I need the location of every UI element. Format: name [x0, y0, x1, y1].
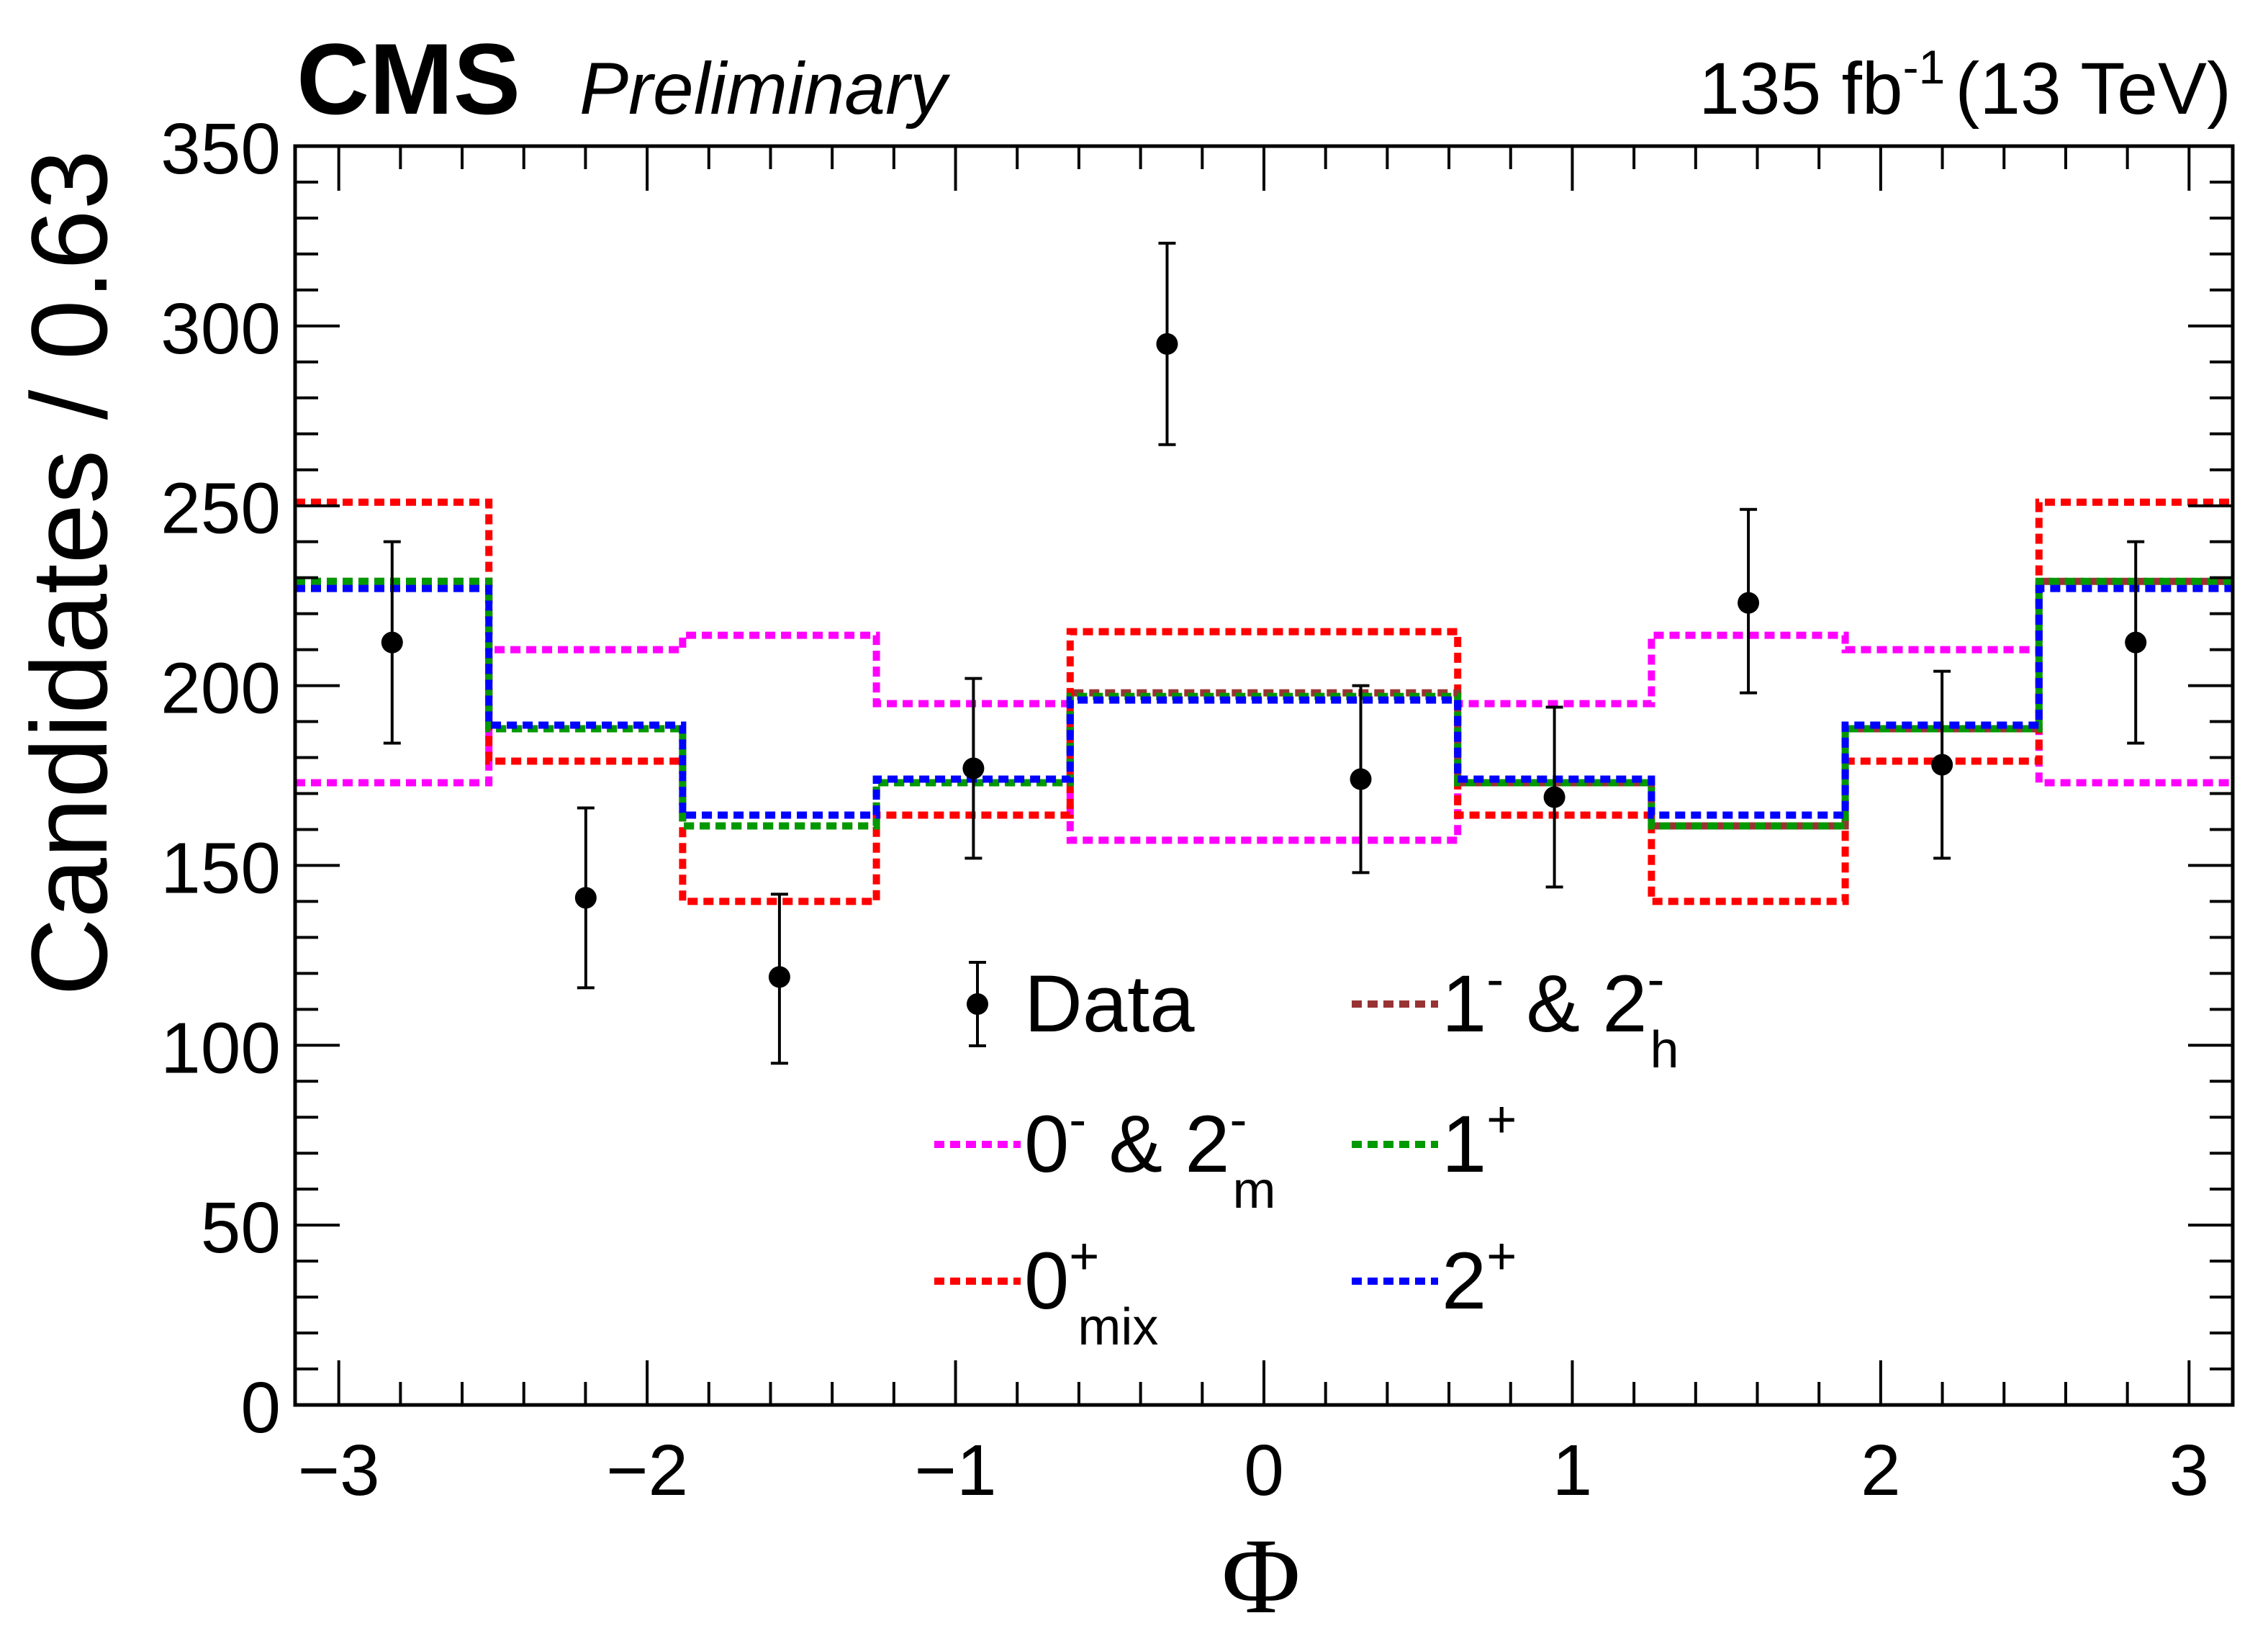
legend-label-sup: - [1069, 1091, 1086, 1149]
y-tick-label: 100 [161, 1008, 281, 1088]
data-point [962, 757, 985, 779]
y-tick-label: 200 [161, 648, 281, 729]
data-point [1543, 786, 1566, 808]
legend-label: Data [1024, 959, 1195, 1049]
data-point [381, 631, 403, 654]
x-axis-title: Φ [1221, 1517, 1301, 1636]
legend-label-sup: - [1230, 1091, 1247, 1149]
legend-label-main: 1 [1442, 959, 1486, 1049]
x-tick-label: 1 [1553, 1430, 1593, 1511]
x-tick-label: −3 [298, 1430, 380, 1511]
legend-label-sub: h [1650, 1021, 1679, 1079]
legend-label: 0+ mix [1024, 1228, 1158, 1356]
legend-item-m2plus: 2+ [1352, 1228, 1517, 1326]
legend-label-main: 1 [1442, 1099, 1486, 1189]
legend-label-sup: - [1648, 951, 1665, 1008]
legend-label: 0- & 2-m [1024, 1091, 1275, 1219]
legend-label-sup: - [1486, 951, 1504, 1008]
data-point [2125, 631, 2147, 654]
y-axis-title: Candidates / 0.63 [9, 150, 130, 996]
data-points-layer [381, 241, 2147, 1065]
legend-label-sup: + [1486, 1228, 1517, 1285]
legend-label-sub: m [1233, 1162, 1276, 1219]
legend-item-m1plus: 1+ [1352, 1091, 1517, 1189]
legend-label: 1- & 2-h [1442, 951, 1679, 1079]
legend-label-main: Data [1024, 959, 1195, 1049]
x-tick-label: 2 [1861, 1430, 1901, 1511]
y-tick-label: 250 [161, 469, 281, 549]
data-point [1156, 333, 1178, 355]
data-point [1931, 754, 1953, 776]
y-tick-label: 50 [201, 1188, 281, 1268]
data-point [768, 966, 790, 988]
x-tick-label: −2 [606, 1430, 688, 1511]
legend-item-mix0plus: 0+ mix [934, 1228, 1158, 1356]
legend-label-sup: + [1486, 1091, 1517, 1149]
luminosity-energy-label: 135 fb-1 (13 TeV) [1699, 40, 2231, 130]
lumi-value: 135 fb [1699, 48, 1903, 130]
legend-label: 2+ [1442, 1228, 1517, 1326]
x-tick-label: −1 [915, 1430, 997, 1511]
series-m0minus_2m-line [295, 631, 2233, 844]
legend-label-main: 0 [1024, 1099, 1069, 1189]
y-tick-label: 150 [161, 828, 281, 908]
legend-label-main: 2 [1442, 1236, 1486, 1326]
y-tick-label: 0 [240, 1368, 281, 1448]
data-point [1738, 592, 1760, 614]
legend-label: 1+ [1442, 1091, 1517, 1189]
y-tick-label: 300 [161, 289, 281, 369]
legend-item-m1minus_2h: 1- & 2-h [1352, 951, 1679, 1079]
y-tick-label: 350 [161, 109, 281, 189]
experiment-label: CMS [297, 22, 520, 135]
legend-item-m0minus_2m: 0- & 2-m [934, 1091, 1275, 1219]
legend-label-sup: + [1069, 1228, 1099, 1285]
legend-label-sub: mix [1077, 1298, 1158, 1356]
x-tick-label: 3 [2169, 1430, 2210, 1511]
data-point [574, 887, 597, 909]
legend-item-data: Data [967, 959, 1195, 1049]
legend-marker-point [967, 993, 988, 1015]
lumi-exponent: -1 [1903, 40, 1946, 94]
x-tick-label: 0 [1244, 1430, 1284, 1511]
energy-label: (13 TeV) [1955, 48, 2231, 130]
legend-label-mid: & 2 [1086, 1099, 1229, 1189]
data-point [1350, 768, 1372, 790]
legend-label-mid: & 2 [1504, 959, 1647, 1049]
status-label: Preliminary [579, 48, 951, 130]
series-layer [295, 498, 2233, 905]
legend-label-main: 0 [1024, 1236, 1069, 1326]
series-m2plus-line [295, 584, 2233, 819]
